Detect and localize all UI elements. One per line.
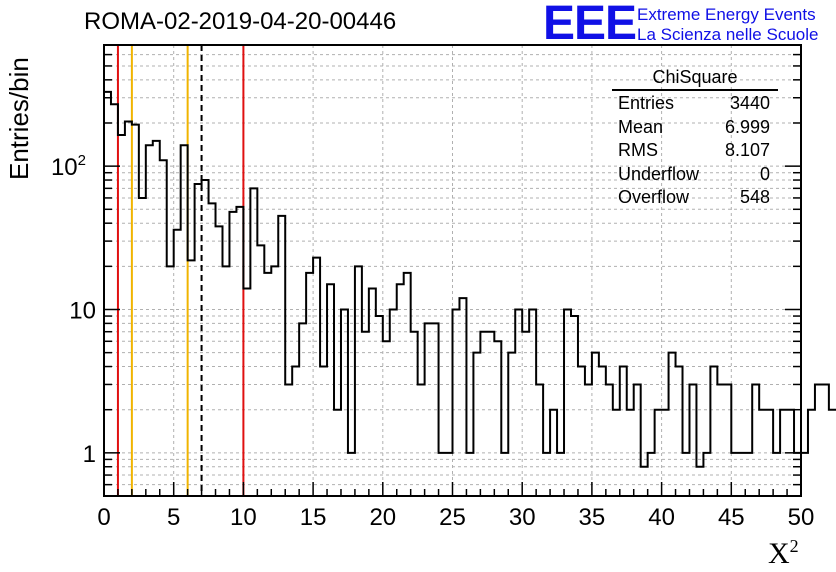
- stats-box: ChiSquare Entries 3440 Mean 6.999 RMS 8.107…: [612, 67, 778, 210]
- x-tick-label: 40: [648, 504, 675, 531]
- y-tick-label: 1: [83, 441, 96, 468]
- x-tick-label: 0: [97, 504, 110, 531]
- stats-value: 548: [739, 187, 770, 207]
- x-tick-label: 45: [718, 504, 745, 531]
- x-tick-label: 35: [579, 504, 606, 531]
- logo-line-2: La Scienza nelle Scuole: [637, 25, 819, 44]
- y-axis-label: Entries/bin: [4, 57, 34, 180]
- stats-value: 6.999: [724, 116, 770, 137]
- stats-label: Underflow: [618, 163, 700, 184]
- stats-value: 8.107: [724, 140, 770, 160]
- stats-row-rms: RMS 8.107: [612, 139, 778, 163]
- stats-row-underflow: Underflow 0: [612, 163, 778, 187]
- chart-title: ROMA-02-2019-04-20-00446: [84, 8, 397, 35]
- x-tick-label: 5: [167, 504, 180, 531]
- stats-title: ChiSquare: [612, 67, 778, 91]
- stats-label: Mean: [618, 116, 664, 137]
- x-tick-label: 20: [369, 504, 396, 531]
- stats-label: Entries: [618, 93, 675, 113]
- x-axis-label-superscript: 2: [789, 536, 799, 556]
- x-tick-label: 15: [300, 504, 327, 531]
- stats-row-mean: Mean 6.999: [612, 116, 778, 140]
- y-tick-label: 102: [51, 152, 86, 181]
- y-tick-label: 10: [69, 297, 96, 324]
- x-tick-label: 30: [509, 504, 536, 531]
- stats-value: 3440: [729, 93, 770, 113]
- reference-lines: [116, 45, 245, 496]
- stats-row-overflow: Overflow 548: [612, 186, 778, 210]
- logo-line-1: Extreme Energy Events: [637, 5, 816, 24]
- eee-logo: EEE: [543, 0, 637, 50]
- x-axis-label: X2: [768, 536, 799, 571]
- axis-ticks: [103, 44, 802, 497]
- stats-value: 0: [759, 163, 770, 184]
- stats-label: RMS: [618, 140, 658, 160]
- x-tick-label: 50: [788, 504, 815, 531]
- x-tick-label: 25: [439, 504, 466, 531]
- stats-row-entries: Entries 3440: [612, 92, 778, 116]
- y-tick-label-superscript: 2: [78, 152, 86, 169]
- x-tick-label: 10: [230, 504, 257, 531]
- stats-label: Overflow: [618, 187, 690, 207]
- x-axis-label-main: X: [768, 537, 790, 570]
- histogram-series: [104, 90, 836, 468]
